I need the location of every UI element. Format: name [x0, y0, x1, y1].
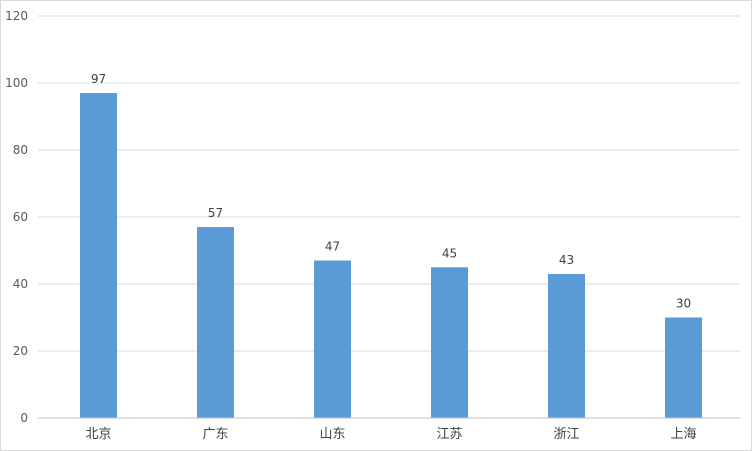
bar-2 — [314, 260, 351, 418]
category-label: 江苏 — [436, 426, 462, 442]
category-label: 山东 — [319, 427, 345, 442]
data-label: 57 — [208, 206, 223, 220]
bar-5 — [665, 317, 702, 418]
y-tick-label: 120 — [5, 9, 28, 23]
data-label: 47 — [325, 240, 340, 254]
bar-4 — [548, 273, 585, 418]
bar-1 — [197, 227, 234, 418]
bar-3 — [431, 267, 468, 418]
y-tick-label: 100 — [5, 76, 28, 90]
y-tick-label: 60 — [13, 210, 28, 224]
data-label: 43 — [559, 253, 574, 267]
data-labels: 97 57 47 45 43 30 — [91, 72, 691, 310]
y-tick-label: 80 — [13, 143, 28, 157]
y-tick-label: 40 — [13, 277, 28, 291]
data-label: 45 — [442, 246, 457, 260]
category-label: 上海 — [670, 427, 696, 442]
y-tick-label: 20 — [13, 344, 28, 358]
category-label: 北京 — [85, 427, 111, 442]
y-tick-label: 0 — [20, 411, 28, 425]
x-axis-categories: 北京 广东 山东 江苏 浙江 上海 — [85, 426, 696, 442]
y-axis-ticks: 0 20 40 60 80 100 120 — [5, 9, 28, 425]
category-label: 浙江 — [553, 427, 579, 442]
bars — [80, 93, 702, 419]
category-label: 广东 — [202, 427, 228, 442]
data-label: 97 — [91, 72, 106, 86]
data-label: 30 — [676, 297, 691, 311]
gridlines — [38, 15, 740, 352]
bar-0 — [80, 93, 117, 419]
